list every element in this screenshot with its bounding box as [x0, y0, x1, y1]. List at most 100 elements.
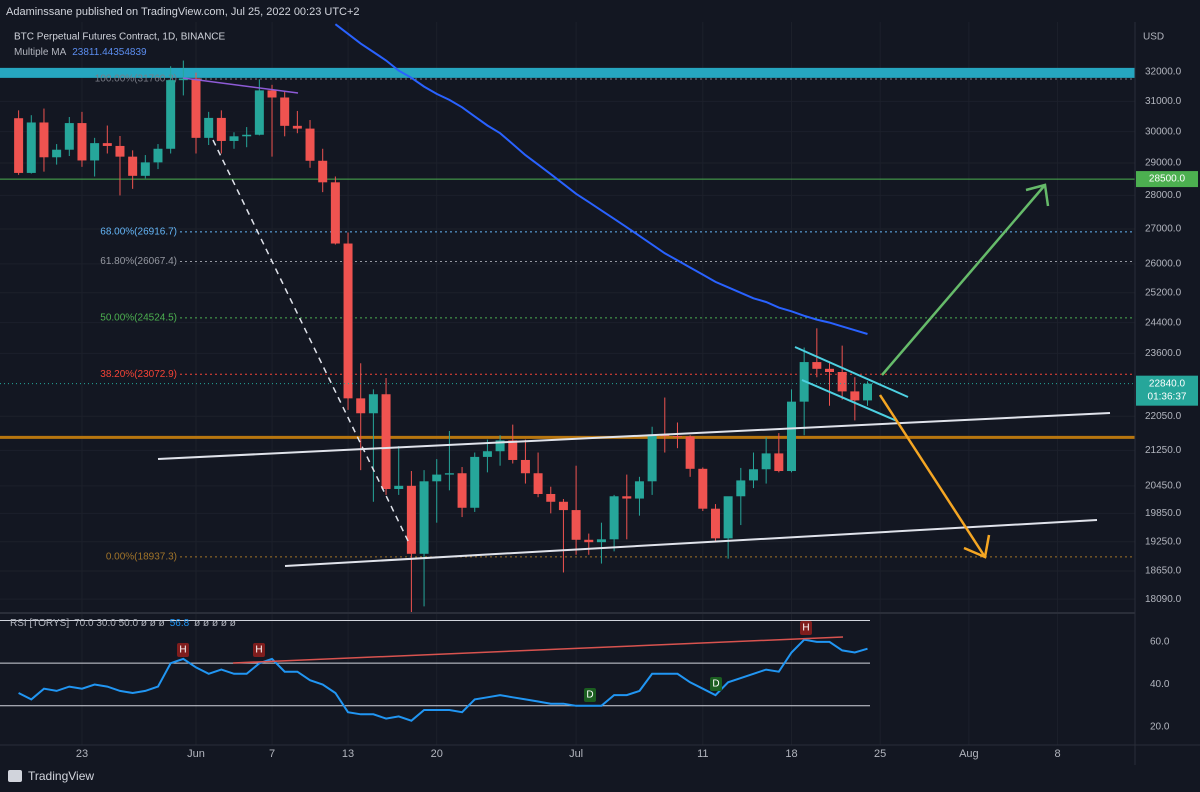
candle-body: [495, 440, 505, 452]
candle-body: [406, 485, 416, 554]
candle-body: [622, 496, 632, 499]
candle-body: [546, 493, 556, 502]
y-tick-label: 31000.0: [1145, 96, 1182, 107]
candle-body: [748, 469, 758, 481]
fib-label: 68.00%(26916.7): [100, 227, 177, 238]
marker-label: H: [179, 645, 186, 656]
y-tick-label: 19850.0: [1145, 508, 1182, 519]
candle-body: [634, 481, 644, 499]
rsi-readout: 56.8: [170, 618, 190, 629]
candle-body: [786, 401, 796, 472]
candle-body: [584, 539, 594, 543]
y-tick-label: 20450.0: [1145, 480, 1182, 491]
marker-box: [253, 643, 265, 657]
y-tick-label: 32000.0: [1145, 67, 1182, 78]
x-tick-label: Jun: [187, 748, 205, 760]
candle-body: [647, 434, 657, 482]
ma-readout: 23811.44354839: [72, 47, 147, 58]
marker-label: D: [712, 679, 719, 690]
candle-body: [837, 372, 847, 392]
candle-body: [394, 485, 404, 489]
marker-label: H: [255, 645, 262, 656]
x-tick-label: 11: [697, 748, 708, 760]
marker-box: [710, 677, 722, 691]
y-tick-label: 18650.0: [1145, 566, 1182, 577]
candle-body: [520, 459, 530, 474]
y-tick-label: 26000.0: [1145, 259, 1182, 270]
candle-body: [229, 136, 239, 141]
x-tick-label: 23: [76, 748, 88, 760]
candle-body: [280, 97, 290, 126]
fib-label: 100.00%(31760.3): [95, 74, 177, 85]
candle-body: [482, 451, 492, 457]
candle-body: [90, 143, 100, 161]
fib-label: 50.00%(24524.5): [100, 313, 177, 324]
candle-body: [444, 473, 454, 475]
x-tick-label: Aug: [959, 748, 979, 760]
candle-body: [368, 394, 378, 414]
candle-body: [685, 436, 695, 469]
price-label-box: [1136, 375, 1198, 406]
axes: 23 Jun 7 13 20 Jul 11 18 25 Aug 8 32000.0 31000.0 300…: [76, 67, 1198, 760]
candle-body: [242, 134, 252, 137]
fib-label: 38.20%(23072.9): [100, 369, 177, 380]
candle-body: [558, 501, 568, 511]
currency: USD: [1143, 32, 1164, 43]
arrow-head: [963, 534, 991, 559]
candle-body: [533, 473, 543, 494]
price-label: 28500.0: [1149, 174, 1186, 185]
countdown: 01:36:37: [1148, 391, 1187, 402]
legend-entry: Multiple MA: [14, 47, 67, 58]
candle-body: [102, 143, 112, 146]
y-tick-label: 19250.0: [1145, 536, 1182, 547]
candle-body: [191, 78, 201, 138]
candle-body: [26, 122, 36, 173]
candle-body: [39, 122, 49, 158]
y-tick-label: 24400.0: [1145, 317, 1182, 328]
candle-body: [812, 362, 822, 369]
x-tick-label: 25: [874, 748, 886, 760]
candle-body: [761, 453, 771, 470]
x-tick-label: Jul: [569, 748, 583, 760]
y-tick-label: 20.0: [1150, 722, 1170, 733]
candle-body: [153, 148, 163, 163]
candle-body: [292, 125, 302, 129]
line: [18, 638, 868, 722]
y-tick-label: 40.0: [1150, 679, 1170, 690]
y-tick-label: 28000.0: [1145, 190, 1182, 201]
divergence-line: [232, 636, 844, 664]
candle-body: [254, 90, 264, 135]
y-tick-label: 23600.0: [1145, 348, 1182, 359]
candle-body: [508, 440, 518, 460]
arrow: [881, 184, 1046, 376]
dashed-line: [212, 139, 411, 546]
candle-body: [14, 118, 24, 173]
candle-body: [305, 128, 315, 161]
candle-body: [64, 123, 74, 150]
candle-body: [736, 480, 746, 497]
candle-body: [723, 496, 733, 539]
arrow: [878, 394, 987, 558]
candle-body: [470, 456, 480, 508]
y-tick-label: 25200.0: [1145, 287, 1182, 298]
price-pane: 100.00%(31760.3) 68.00%(26916.7) 61.80%(26…: [0, 23, 1135, 612]
publisher: Adaminssane published on TradingView.com…: [6, 6, 360, 18]
channel-line: [284, 519, 1098, 567]
y-tick-label: 29000.0: [1145, 158, 1182, 169]
candle-body: [140, 162, 150, 176]
rsi-pane: [0, 620, 870, 722]
channel-line: [157, 412, 1111, 460]
candle-body: [457, 473, 467, 508]
candle-body: [178, 78, 188, 81]
candle-body: [381, 394, 391, 489]
x-tick-label: 7: [269, 748, 275, 760]
candle-body: [596, 539, 606, 543]
candle-body: [356, 398, 366, 414]
candle-body: [698, 468, 708, 509]
price-label-box: [1136, 171, 1198, 188]
candle-body: [672, 436, 682, 438]
y-tick-label: 27000.0: [1145, 224, 1182, 235]
